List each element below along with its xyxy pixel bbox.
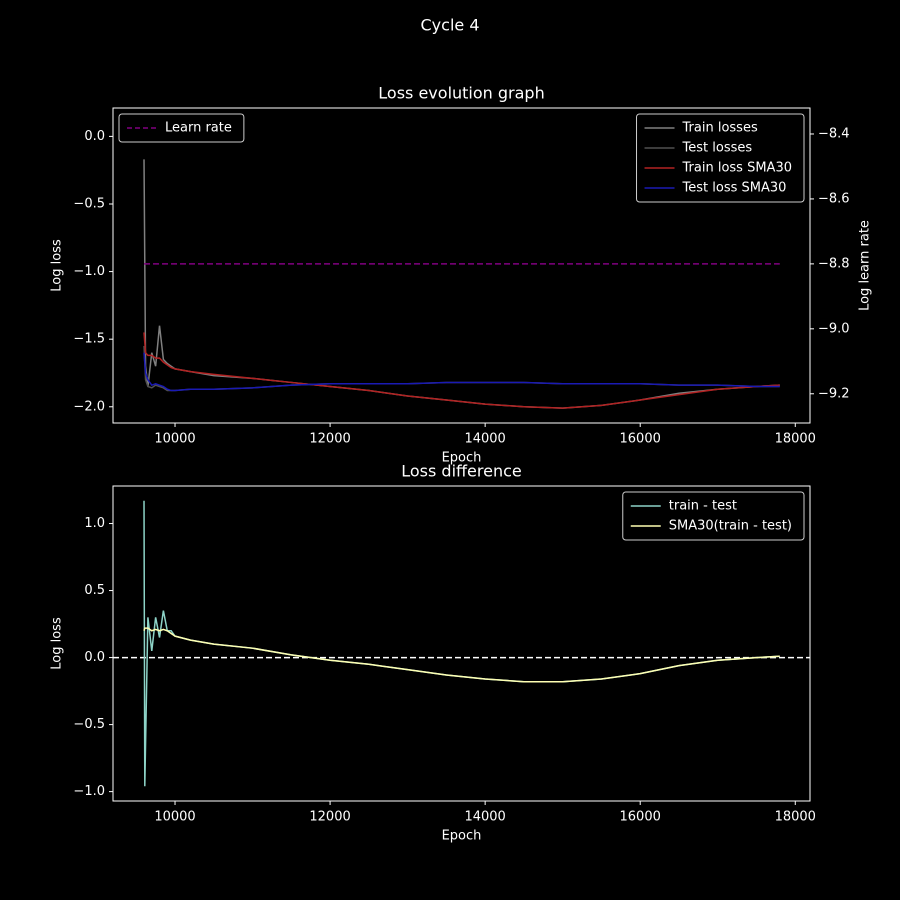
x-tick-label: 12000 <box>309 432 350 447</box>
legend-box <box>636 113 805 203</box>
legend: Learn rate <box>118 113 245 143</box>
x-tick-label: 16000 <box>620 432 661 447</box>
x-axis-label: Epoch <box>442 829 482 844</box>
x-tick-label: 16000 <box>620 810 661 825</box>
x-axis-label: Epoch <box>442 451 482 466</box>
y-tick-label: −2.0 <box>73 399 105 414</box>
legend-box <box>622 491 805 541</box>
y2-tick-label: −8.6 <box>818 191 850 206</box>
y2-tick-label: −9.2 <box>818 386 850 401</box>
y-axis-label: Log loss <box>50 617 65 670</box>
legend-label: Train losses <box>682 121 758 136</box>
x-tick-label: 12000 <box>309 810 350 825</box>
axes-title: Loss difference <box>401 462 522 481</box>
y-tick-label: 0.5 <box>84 583 105 598</box>
legend-label: SMA30(train - test) <box>669 519 792 534</box>
figure-title: Cycle 4 <box>421 16 480 35</box>
y-tick-label: 0.0 <box>84 650 105 665</box>
legend-box <box>118 113 245 143</box>
y-tick-label: 1.0 <box>84 516 105 531</box>
y2-tick-label: −8.4 <box>818 126 850 141</box>
axes-frame <box>112 485 811 802</box>
x-tick-label: 14000 <box>464 432 505 447</box>
series-line <box>143 627 780 683</box>
legend-label: Test loss SMA30 <box>682 181 787 196</box>
y-tick-label: −1.5 <box>73 332 105 347</box>
y-tick-label: −1.0 <box>73 784 105 799</box>
y-tick-label: −0.5 <box>73 717 105 732</box>
legend-label: train - test <box>669 499 737 514</box>
legend-label: Learn rate <box>165 121 232 136</box>
y2-axis-label: Log learn rate <box>858 220 873 311</box>
y2-tick-label: −8.8 <box>818 256 850 271</box>
x-tick-label: 10000 <box>154 810 195 825</box>
y-tick-label: −0.5 <box>73 196 105 211</box>
axes-frame <box>112 107 811 424</box>
x-tick-label: 18000 <box>775 810 816 825</box>
x-tick-label: 18000 <box>775 432 816 447</box>
x-tick-label: 10000 <box>154 432 195 447</box>
legend-label: Train loss SMA30 <box>682 161 792 176</box>
legend: Train losses Test losses Train loss SMA30 T… <box>636 113 805 203</box>
legend: train - test SMA30(train - test) <box>622 491 805 541</box>
legend-label: Test losses <box>682 141 753 156</box>
y-axis-label: Log loss <box>50 239 65 292</box>
y-tick-label: −1.0 <box>73 264 105 279</box>
axes-title: Loss evolution graph <box>378 84 544 103</box>
series-line <box>143 332 780 409</box>
y2-tick-label: −9.0 <box>818 321 850 336</box>
series-line <box>143 352 780 392</box>
x-tick-label: 14000 <box>464 810 505 825</box>
y-tick-label: 0.0 <box>84 129 105 144</box>
